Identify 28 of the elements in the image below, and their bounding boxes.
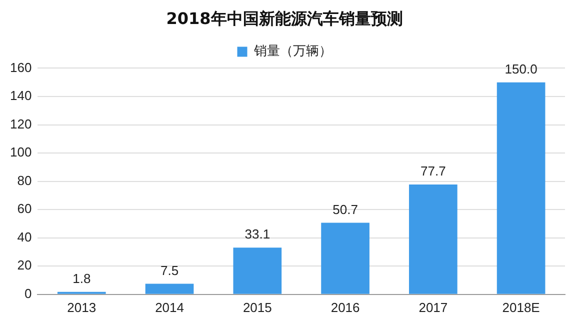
chart-title: 2018年中国新能源汽车销量预测 bbox=[166, 8, 403, 28]
y-tick-label: 60 bbox=[17, 201, 32, 216]
x-tick-label: 2013 bbox=[67, 300, 96, 315]
data-label: 1.8 bbox=[72, 270, 91, 286]
legend-label: 销量（万辆） bbox=[252, 44, 332, 60]
y-tick-label: 0 bbox=[24, 286, 32, 301]
y-tick-label: 120 bbox=[10, 116, 32, 132]
y-tick-label: 80 bbox=[17, 172, 32, 188]
bar bbox=[145, 284, 194, 294]
y-tick-label: 140 bbox=[10, 88, 32, 104]
x-tick-label: 2018E bbox=[502, 300, 540, 315]
bar bbox=[409, 184, 458, 294]
bar bbox=[321, 222, 370, 294]
x-tick-label: 2016 bbox=[330, 300, 360, 315]
data-label: 7.5 bbox=[160, 262, 179, 278]
x-tick-label: 2014 bbox=[155, 300, 184, 315]
y-tick-label: 100 bbox=[10, 144, 32, 160]
x-tick-label: 2017 bbox=[418, 300, 448, 315]
data-label: 77.7 bbox=[420, 164, 446, 179]
data-label: 50.7 bbox=[332, 202, 358, 217]
y-tick-label: 40 bbox=[17, 229, 32, 244]
bar bbox=[233, 248, 282, 294]
data-label: 33.1 bbox=[244, 226, 270, 242]
bar bbox=[496, 82, 546, 294]
data-label: 150.0 bbox=[504, 61, 538, 76]
y-tick-label: 160 bbox=[10, 60, 32, 75]
x-tick-label: 2015 bbox=[242, 300, 272, 315]
y-tick-label: 20 bbox=[17, 258, 32, 273]
